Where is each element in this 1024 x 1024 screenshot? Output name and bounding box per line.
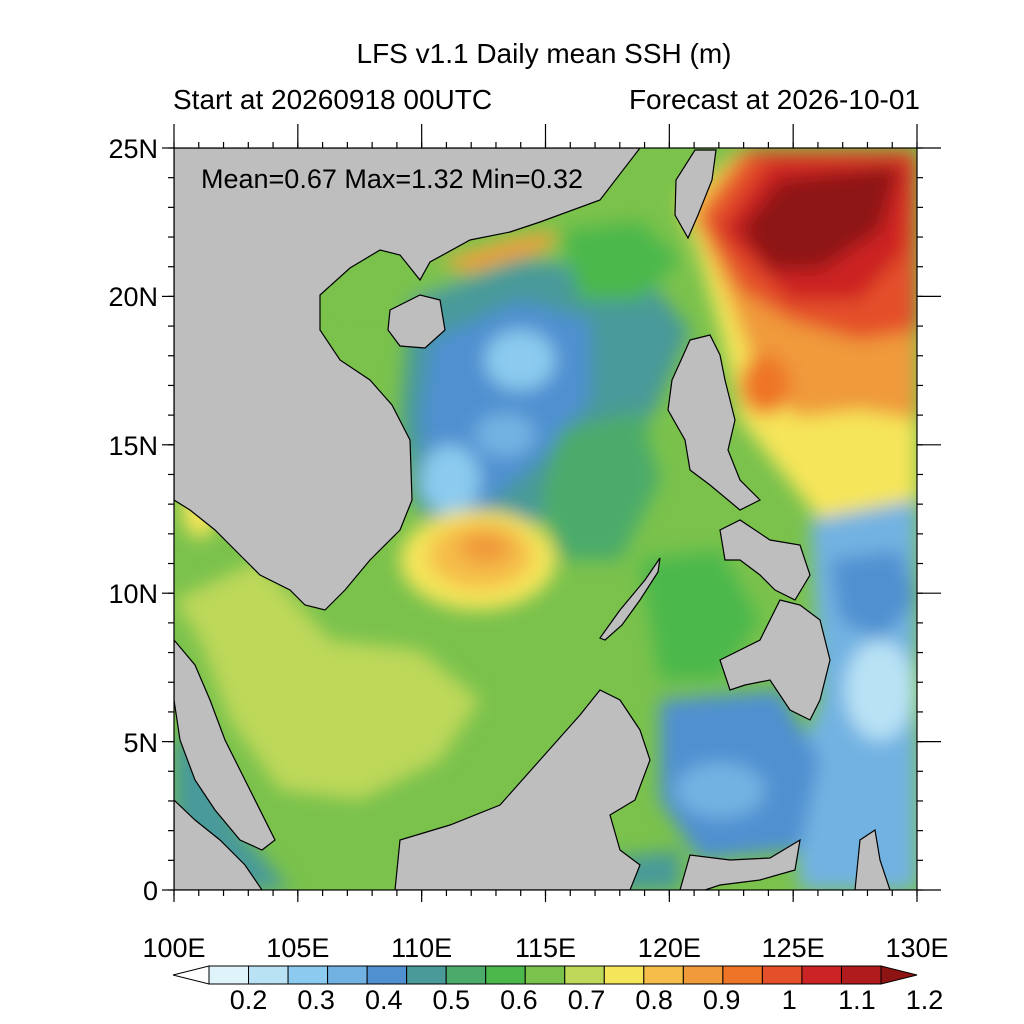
land-mindanao <box>719 599 831 721</box>
ssh-kuroshio-darkred-core <box>740 165 900 270</box>
colorbar-swatch <box>524 965 566 985</box>
colorbar-label: 1.1 <box>838 985 876 1015</box>
forecast-time-label: Forecast at 2026-10-01 <box>628 84 920 115</box>
colorbar-swatch <box>682 965 724 985</box>
colorbar-label: 0.5 <box>432 985 471 1015</box>
chart-title: LFS v1.1 Daily mean SSH (m) <box>356 38 732 69</box>
x-tick-label: 115E <box>514 933 577 963</box>
colorbar-label: 1 <box>781 985 797 1015</box>
colorbar-label: 0.9 <box>702 985 741 1015</box>
colorbar-swatch <box>603 965 645 985</box>
colorbar-label: 0.2 <box>229 985 268 1015</box>
ssh-warm-eddy-core <box>459 532 511 564</box>
x-tick-label: 110E <box>391 933 453 963</box>
colorbar-swatch <box>564 965 605 985</box>
land-sumatra <box>174 799 263 890</box>
axis-ticks <box>162 124 941 902</box>
ssh-celebes-core <box>675 762 765 818</box>
ssh-low-core-2 <box>420 445 480 515</box>
colorbar-label: 0.7 <box>567 985 606 1015</box>
ssh-philippine-sea-band <box>830 550 917 640</box>
x-tick-label: 105E <box>266 933 330 963</box>
ssh-low-core-3 <box>475 413 535 457</box>
y-tick-label: 10N <box>108 579 158 610</box>
y-tick-label: 5N <box>123 727 158 758</box>
land-luzon <box>667 334 762 511</box>
land-malay-peninsula <box>174 639 276 851</box>
colorbar-label: 0.8 <box>635 985 673 1015</box>
y-tick-label: 20N <box>108 282 158 313</box>
ssh-philippine-sea-core <box>845 640 915 740</box>
x-tick-label: 130E <box>885 933 949 963</box>
x-tick-label: 120E <box>637 933 701 963</box>
y-tick-label: 25N <box>108 134 158 164</box>
stats-annotation: Mean=0.67 Max=1.32 Min=0.32 <box>201 164 584 194</box>
ssh-sulu-sea <box>640 550 760 680</box>
land-masses <box>174 148 891 890</box>
colorbar-swatch <box>445 965 487 985</box>
colorbar-label: 0.6 <box>500 985 538 1015</box>
ssh-orange-coastal-strip <box>440 232 560 272</box>
colorbar-swatch <box>406 965 447 985</box>
land-borneo <box>394 689 651 890</box>
colorbar-swatch <box>366 965 408 985</box>
colorbar-swatch <box>248 965 289 985</box>
land-visayas <box>719 519 811 601</box>
ssh-yellow-tongue <box>780 410 917 500</box>
land-sulawesi <box>679 838 801 890</box>
colorbar-label: 0.3 <box>297 985 335 1015</box>
colorbar-swatch <box>485 965 526 985</box>
start-time-label: Start at 20260918 00UTC <box>173 84 493 115</box>
ssh-green-eddy-north <box>560 220 680 300</box>
colorbar-swatch <box>801 965 842 985</box>
ssh-low-core-1 <box>485 330 555 390</box>
ssh-sunda-shelf <box>174 560 480 800</box>
x-tick-label: 100E <box>142 933 206 963</box>
y-tick-label: 15N <box>108 430 158 461</box>
colorbar-swatch <box>722 965 763 985</box>
land-hainan <box>387 294 446 349</box>
colorbar-swatch <box>761 965 803 985</box>
y-tick-label: 0 <box>142 876 158 906</box>
colorbar-max-triangle <box>880 965 918 985</box>
colorbar-swatch <box>643 965 684 985</box>
colorbar-label: 1.2 <box>905 985 944 1015</box>
colorbar-swatch <box>840 965 882 985</box>
colorbar <box>172 965 918 985</box>
colorbar-swatch <box>287 965 329 985</box>
colorbar-label: 0.4 <box>364 985 403 1015</box>
colorbar-min-triangle <box>172 965 210 985</box>
colorbar-swatch <box>208 965 250 985</box>
land-halmahera <box>854 828 891 890</box>
ssh-green-eddy-east <box>540 410 660 560</box>
colorbar-swatch <box>327 965 368 985</box>
x-tick-label: 125E <box>761 933 825 963</box>
land-taiwan <box>674 149 717 240</box>
land-mainland <box>174 148 641 611</box>
ssh-warm-eddy-luzon <box>740 355 790 415</box>
land-palawan <box>599 557 661 641</box>
